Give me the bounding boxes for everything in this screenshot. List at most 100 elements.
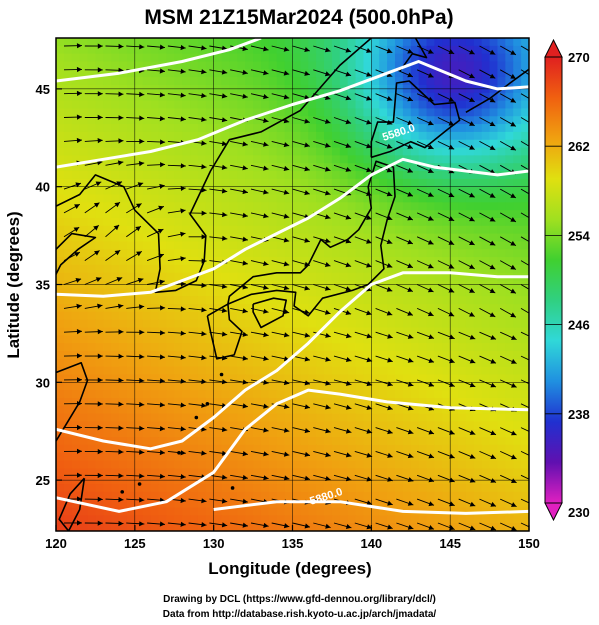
field-cell [300, 139, 309, 149]
field-cell [182, 186, 191, 196]
wind-arrow [375, 331, 393, 339]
field-cell [418, 92, 428, 102]
field-cell [355, 77, 365, 86]
field-cell [245, 108, 254, 117]
field-cell [300, 296, 309, 305]
field-cell [87, 69, 97, 78]
field-cell [284, 507, 294, 516]
field-cell [442, 343, 451, 352]
field-cell [134, 351, 144, 360]
field-cell [481, 468, 491, 477]
field-cell [103, 366, 112, 376]
field-cell [111, 77, 120, 86]
field-cell [150, 319, 160, 329]
field-cell [324, 53, 333, 63]
field-cell [324, 131, 333, 141]
field-cell [134, 272, 144, 282]
field-cell [339, 476, 349, 485]
field-cell [87, 335, 97, 344]
field-cell [426, 444, 435, 454]
field-cell [245, 116, 254, 125]
field-cell [71, 147, 81, 156]
field-cell [387, 84, 396, 94]
field-cell [450, 186, 459, 196]
field-cell [56, 437, 65, 446]
field-cell [237, 155, 246, 164]
field-cell [284, 217, 294, 227]
field-cell [119, 139, 128, 149]
field-cell [426, 147, 435, 156]
field-cell [410, 272, 420, 282]
field-cell [410, 468, 420, 477]
field-cell [150, 311, 160, 321]
field-cell [316, 249, 325, 258]
field-cell [284, 421, 294, 430]
field-cell [426, 155, 435, 164]
field-cell [56, 139, 65, 149]
field-cell [111, 225, 120, 235]
field-cell [481, 45, 491, 55]
field-cell [402, 45, 412, 55]
field-cell [126, 264, 136, 274]
wind-arrow [84, 472, 103, 479]
field-cell [197, 358, 207, 368]
field-cell [458, 397, 467, 407]
field-cell [253, 38, 262, 47]
field-cell [308, 366, 317, 376]
field-cell [284, 147, 294, 156]
field-cell [158, 429, 167, 438]
field-cell [481, 194, 491, 203]
field-cell [213, 374, 223, 383]
field-cell [458, 476, 467, 485]
wind-arrow [105, 353, 124, 359]
field-cell [418, 421, 428, 430]
field-cell [324, 171, 333, 180]
field-cell [205, 186, 215, 196]
wind-arrow [126, 304, 145, 310]
field-cell [371, 319, 380, 329]
field-cell [197, 452, 207, 462]
wind-arrow [479, 308, 496, 318]
field-cell [276, 452, 286, 462]
field-cell [245, 429, 254, 438]
wind-arrow [333, 284, 352, 292]
field-cell [450, 69, 459, 78]
field-cell [473, 84, 483, 94]
field-cell [481, 499, 491, 509]
field-cell [379, 335, 388, 344]
field-cell [158, 77, 167, 86]
field-cell [300, 163, 309, 172]
field-cell [292, 413, 301, 423]
field-cell [260, 382, 270, 391]
field-cell [221, 397, 231, 407]
field-cell [158, 311, 167, 321]
field-cell [450, 304, 459, 313]
field-cell [339, 61, 349, 70]
field-cell [158, 390, 167, 399]
field-cell [166, 358, 175, 368]
field-cell [213, 304, 223, 313]
field-cell [505, 38, 514, 47]
field-cell [292, 225, 301, 235]
field-cell [213, 45, 223, 55]
x-tick-label: 135 [282, 536, 304, 551]
field-cell [284, 249, 294, 258]
field-cell [174, 61, 183, 70]
field-cell [150, 53, 160, 63]
field-cell [95, 484, 104, 493]
field-cell [268, 304, 278, 313]
field-cell [134, 69, 144, 78]
wind-arrow [479, 45, 496, 55]
field-cell [402, 100, 412, 110]
wind-arrow [105, 43, 124, 49]
field-cell [111, 515, 120, 524]
field-cell [166, 61, 175, 70]
field-cell [134, 225, 144, 235]
field-cell [276, 491, 286, 501]
field-cell [182, 351, 191, 360]
field-cell [237, 304, 246, 313]
field-cell [63, 186, 73, 196]
field-cell [324, 225, 333, 235]
field-cell [245, 319, 254, 329]
field-cell [355, 351, 365, 360]
